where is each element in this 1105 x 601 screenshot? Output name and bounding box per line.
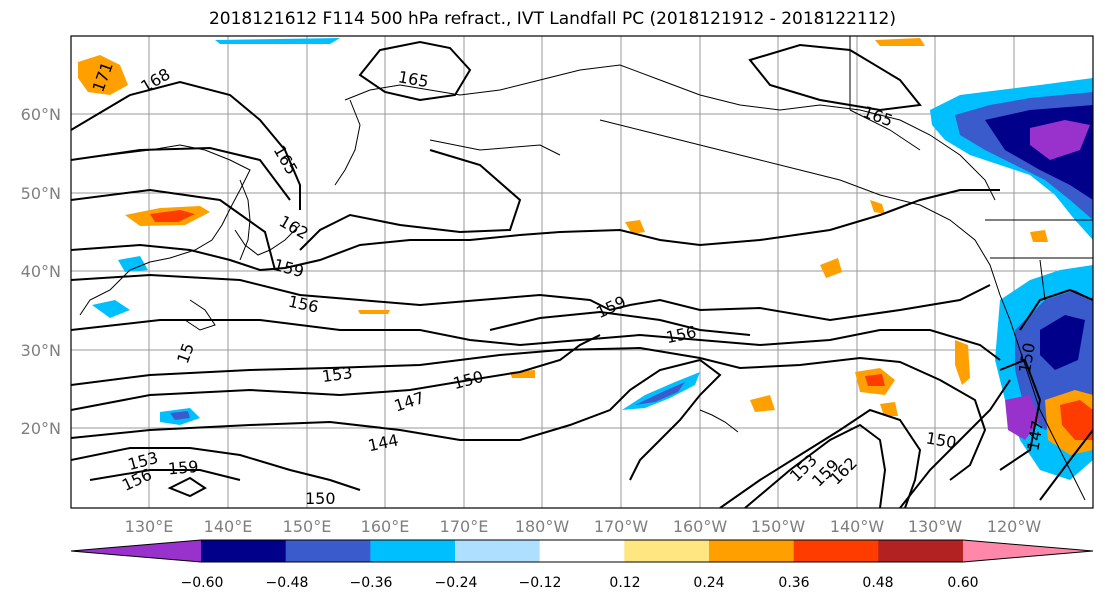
lon-label: 120°W xyxy=(987,517,1042,536)
colorbar-tick-label: 0.12 xyxy=(609,575,640,591)
refractivity-contours xyxy=(71,40,1093,508)
colorbar-bin xyxy=(539,540,625,562)
lon-label: 170°E xyxy=(440,517,489,536)
lon-label: 150°E xyxy=(283,517,332,536)
lat-label: 20°N xyxy=(21,419,61,438)
colorbar xyxy=(70,539,1094,563)
lat-label: 60°N xyxy=(21,105,61,124)
colorbar-tick-label: 0.48 xyxy=(862,575,893,591)
colorbar-tick-label: −0.36 xyxy=(350,575,393,591)
colorbar-tick-label: 0.36 xyxy=(778,575,809,591)
lon-label: 170°W xyxy=(594,517,649,536)
contour-label: 159 xyxy=(167,457,199,479)
colorbar-tick-labels: −0.60 −0.48 −0.36 −0.24 −0.12 0.12 0.24 … xyxy=(181,575,979,591)
coastlines xyxy=(71,36,1093,501)
lon-label: 130°E xyxy=(125,517,174,536)
map-background xyxy=(71,36,1093,508)
map-frame xyxy=(70,35,1094,509)
colorbar-tick-label: 0.60 xyxy=(947,575,978,591)
colorbar-bin xyxy=(201,540,287,562)
contour-label: 150 xyxy=(305,489,336,508)
lon-label: 160°E xyxy=(361,517,410,536)
lon-label: 140°E xyxy=(204,517,253,536)
colorbar-extend-high xyxy=(963,540,1093,562)
colorbar-bin xyxy=(285,540,371,562)
colorbar-tick-label: −0.48 xyxy=(266,575,309,591)
colorbar-bin xyxy=(624,540,710,562)
colorbar-bin xyxy=(709,540,795,562)
lat-label: 40°N xyxy=(21,262,61,281)
colorbar-extend-low xyxy=(71,540,201,562)
contour-labels: 171 168 165 165 162 159 156 159 156 153 … xyxy=(89,59,1048,508)
lon-label: 140°W xyxy=(830,517,885,536)
colorbar-bin xyxy=(793,540,879,562)
colorbar-tick-label: −0.12 xyxy=(519,575,562,591)
longitude-labels: 130°E 140°E 150°E 160°E 170°E 180°W 170°… xyxy=(125,517,1042,536)
lon-label: 180°W xyxy=(515,517,570,536)
colorbar-bin xyxy=(370,540,456,562)
colorbar-bin xyxy=(878,540,964,562)
map-title: 2018121612 F114 500 hPa refract., IVT La… xyxy=(208,9,896,29)
colorbar-tick-label: −0.24 xyxy=(435,575,478,591)
colorbar-bin xyxy=(455,540,541,562)
colorbar-outline xyxy=(70,539,1094,563)
lon-label: 150°W xyxy=(751,517,806,536)
lat-label: 50°N xyxy=(21,184,61,203)
contour-label: 153 xyxy=(321,363,354,386)
lon-label: 130°W xyxy=(908,517,963,536)
latitude-labels: 60°N 50°N 40°N 30°N 20°N xyxy=(21,105,61,438)
graticule xyxy=(71,36,1093,508)
colorbar-tick-label: 0.24 xyxy=(693,575,724,591)
colorbar-tick-label: −0.60 xyxy=(181,575,224,591)
lon-label: 160°W xyxy=(673,517,728,536)
lat-label: 30°N xyxy=(21,341,61,360)
ivt-shading xyxy=(78,38,1093,480)
